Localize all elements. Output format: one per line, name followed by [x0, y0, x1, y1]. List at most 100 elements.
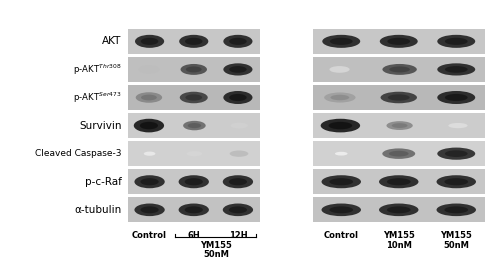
- Ellipse shape: [444, 206, 468, 213]
- Ellipse shape: [186, 66, 202, 72]
- Ellipse shape: [320, 119, 360, 132]
- Ellipse shape: [380, 35, 418, 48]
- Ellipse shape: [330, 178, 353, 185]
- Ellipse shape: [184, 178, 203, 185]
- Bar: [312, 85, 485, 110]
- Ellipse shape: [141, 95, 157, 100]
- Ellipse shape: [179, 35, 208, 48]
- Bar: [128, 169, 260, 194]
- Bar: [312, 29, 485, 54]
- Ellipse shape: [141, 38, 158, 45]
- Text: Survivin: Survivin: [79, 121, 122, 130]
- Ellipse shape: [335, 152, 347, 156]
- Text: AKT: AKT: [102, 36, 122, 46]
- Text: YM155: YM155: [200, 241, 232, 250]
- Ellipse shape: [229, 38, 246, 45]
- Ellipse shape: [183, 121, 206, 130]
- Ellipse shape: [436, 203, 476, 216]
- Ellipse shape: [392, 123, 407, 128]
- Ellipse shape: [140, 178, 158, 185]
- Text: 50nM: 50nM: [444, 241, 469, 250]
- Ellipse shape: [229, 206, 247, 213]
- Ellipse shape: [328, 122, 352, 129]
- Text: YM155: YM155: [440, 231, 472, 240]
- Ellipse shape: [445, 66, 468, 73]
- Ellipse shape: [230, 150, 248, 157]
- Ellipse shape: [224, 63, 252, 76]
- Ellipse shape: [224, 35, 252, 48]
- Ellipse shape: [379, 175, 418, 188]
- Text: YM155: YM155: [383, 231, 414, 240]
- Ellipse shape: [140, 206, 158, 213]
- Ellipse shape: [180, 64, 207, 75]
- Ellipse shape: [186, 94, 202, 101]
- Ellipse shape: [445, 150, 468, 157]
- Ellipse shape: [180, 92, 208, 103]
- Ellipse shape: [438, 148, 475, 160]
- Ellipse shape: [138, 65, 160, 74]
- Ellipse shape: [445, 94, 468, 101]
- Ellipse shape: [186, 151, 202, 156]
- Ellipse shape: [229, 178, 247, 185]
- Ellipse shape: [322, 35, 360, 48]
- Ellipse shape: [382, 149, 415, 159]
- Bar: [128, 113, 260, 138]
- Ellipse shape: [224, 91, 252, 104]
- Ellipse shape: [322, 203, 361, 216]
- Ellipse shape: [330, 38, 352, 45]
- Text: p-c-Raf: p-c-Raf: [84, 177, 122, 187]
- Ellipse shape: [390, 66, 410, 72]
- Text: 50nM: 50nM: [203, 250, 229, 259]
- Ellipse shape: [330, 95, 349, 100]
- Bar: [312, 169, 485, 194]
- Ellipse shape: [324, 93, 356, 103]
- Ellipse shape: [322, 175, 361, 188]
- Ellipse shape: [330, 66, 349, 73]
- Bar: [312, 141, 485, 166]
- Ellipse shape: [185, 38, 202, 45]
- Text: Control: Control: [132, 231, 167, 240]
- Ellipse shape: [444, 178, 468, 185]
- Bar: [128, 197, 260, 222]
- Ellipse shape: [223, 175, 253, 188]
- Text: α-tubulin: α-tubulin: [74, 205, 122, 215]
- Ellipse shape: [144, 152, 156, 156]
- Ellipse shape: [188, 123, 201, 128]
- Ellipse shape: [140, 122, 158, 129]
- Ellipse shape: [330, 206, 353, 213]
- Ellipse shape: [387, 178, 410, 185]
- Text: 12H: 12H: [228, 231, 247, 240]
- Ellipse shape: [136, 92, 162, 103]
- Text: p-AKT$^{Ser473}$: p-AKT$^{Ser473}$: [73, 90, 122, 105]
- Bar: [312, 57, 485, 82]
- Ellipse shape: [436, 175, 476, 188]
- Ellipse shape: [388, 94, 409, 101]
- Text: Cleaved Caspase-3: Cleaved Caspase-3: [35, 149, 122, 158]
- Ellipse shape: [388, 38, 410, 45]
- Ellipse shape: [184, 206, 203, 213]
- Ellipse shape: [382, 64, 417, 75]
- Bar: [128, 29, 260, 54]
- Ellipse shape: [178, 175, 209, 188]
- Text: p-AKT$^{Thr308}$: p-AKT$^{Thr308}$: [73, 62, 122, 77]
- Bar: [128, 141, 260, 166]
- Ellipse shape: [438, 35, 475, 48]
- Ellipse shape: [135, 35, 164, 48]
- Ellipse shape: [134, 175, 164, 188]
- Ellipse shape: [223, 203, 253, 216]
- Ellipse shape: [386, 121, 413, 130]
- Ellipse shape: [445, 38, 468, 45]
- Ellipse shape: [438, 91, 475, 104]
- Ellipse shape: [134, 203, 164, 216]
- Ellipse shape: [230, 123, 248, 129]
- Bar: [312, 113, 485, 138]
- Ellipse shape: [448, 123, 468, 128]
- Text: Control: Control: [324, 231, 359, 240]
- Text: 10nM: 10nM: [386, 241, 411, 250]
- Ellipse shape: [438, 63, 475, 76]
- Ellipse shape: [389, 151, 408, 156]
- Bar: [128, 57, 260, 82]
- Ellipse shape: [379, 203, 418, 216]
- Ellipse shape: [229, 94, 246, 101]
- Bar: [128, 85, 260, 110]
